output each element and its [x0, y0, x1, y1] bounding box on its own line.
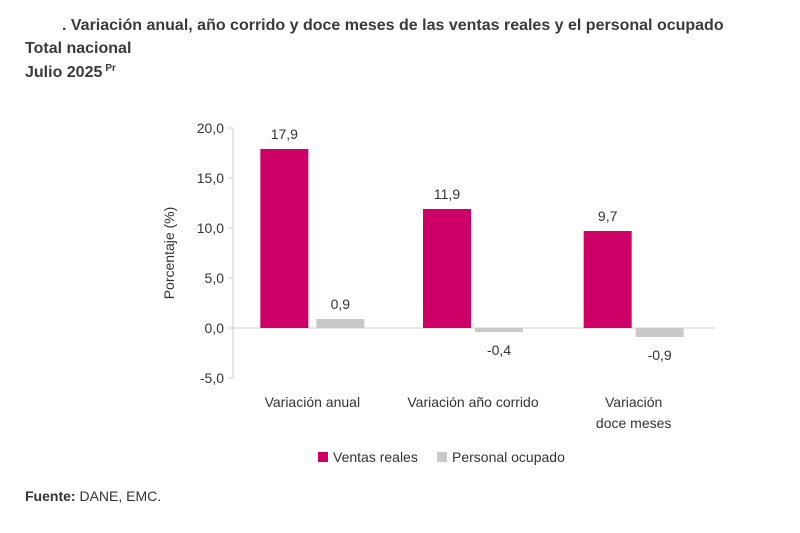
period-text: Julio 2025: [25, 64, 103, 81]
legend-label: Personal ocupado: [452, 449, 565, 465]
x-category-label: Variación anual: [265, 394, 360, 410]
y-tick-label: 0,0: [205, 320, 225, 336]
legend-swatch-icon: [318, 452, 328, 462]
chart-subtitle-region: Total nacional: [25, 40, 132, 57]
bar-ventas-reales: [423, 209, 471, 328]
y-tick-label: 15,0: [197, 170, 224, 186]
bar-personal-ocupado: [475, 328, 523, 332]
legend-swatch-icon: [437, 452, 447, 462]
y-tick-label: 5,0: [205, 270, 225, 286]
y-tick-label: 10,0: [197, 220, 224, 236]
bar-personal-ocupado: [635, 328, 684, 337]
preliminary-mark: Pr: [105, 63, 116, 74]
source-label: Fuente:: [25, 488, 76, 504]
data-label: 11,9: [434, 186, 460, 202]
bar-ventas-reales: [583, 231, 632, 328]
bar-personal-ocupado: [316, 319, 365, 328]
data-label: 9,7: [598, 208, 618, 224]
bar-ventas-reales: [260, 149, 309, 328]
x-category-label: Variación: [605, 394, 662, 410]
chart-title: . Variación anual, año corrido y doce me…: [62, 17, 724, 34]
y-axis-label: Porcentaje (%): [161, 207, 177, 300]
x-category-label: Variación año corrido: [407, 394, 538, 410]
source-text: DANE, EMC.: [75, 488, 162, 504]
data-label: 17,9: [271, 126, 298, 142]
data-label: -0,4: [487, 342, 511, 358]
y-tick-label: -5,0: [200, 370, 224, 386]
y-tick-label: 20,0: [197, 120, 224, 136]
source-note: Fuente: DANE, EMC.: [25, 488, 161, 504]
data-label: -0,9: [648, 347, 672, 363]
legend-label: Ventas reales: [333, 449, 418, 465]
x-category-label: doce meses: [596, 415, 671, 431]
data-label: 0,9: [331, 296, 351, 312]
chart-subtitle-period: Julio 2025 Pr: [25, 63, 116, 82]
